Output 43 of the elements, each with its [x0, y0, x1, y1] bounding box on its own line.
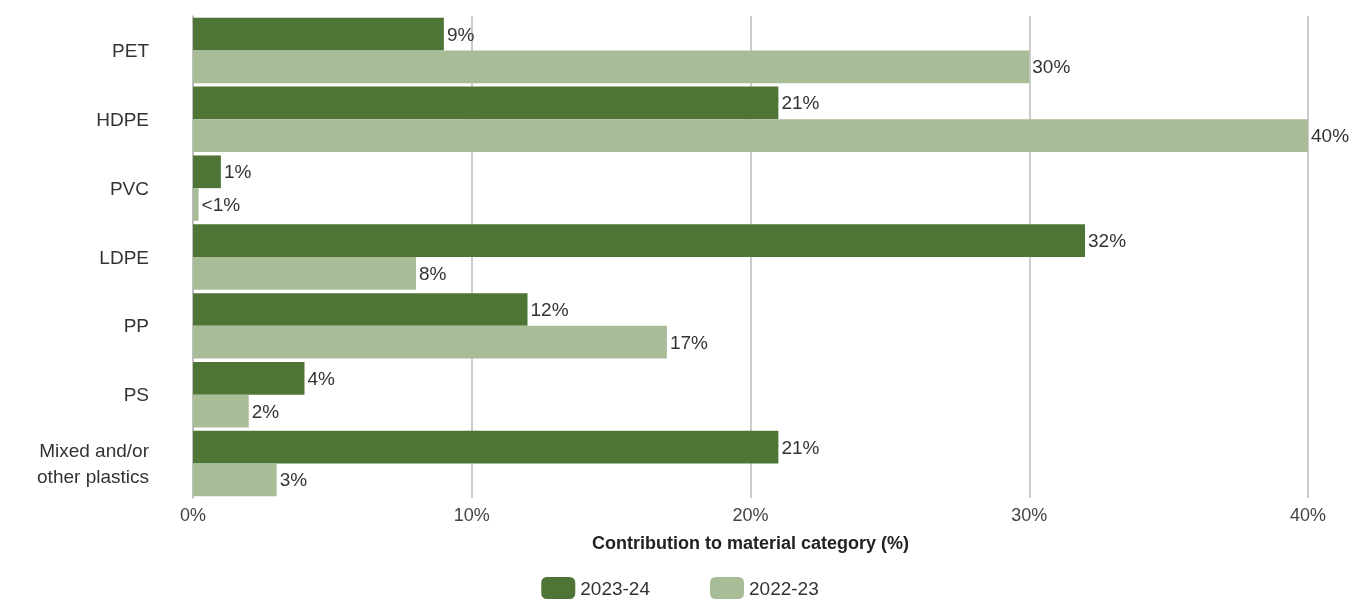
- bar: [193, 293, 528, 326]
- x-tick-label: 20%: [732, 505, 769, 525]
- y-tick-label: HDPE: [96, 108, 149, 130]
- x-tick-label: 0%: [179, 505, 207, 525]
- legend-label: 2023-24: [580, 577, 651, 599]
- x-tick-label: 30%: [1011, 505, 1048, 525]
- y-tick-label: PS: [123, 384, 149, 406]
- data-label: 4%: [307, 367, 336, 389]
- bar: [193, 325, 667, 359]
- data-label: 17%: [669, 331, 709, 353]
- data-label: 30%: [1032, 56, 1071, 78]
- data-label: 1%: [223, 161, 252, 183]
- data-label: 3%: [279, 469, 308, 491]
- data-label: 8%: [419, 262, 447, 284]
- bar: [193, 224, 1085, 257]
- bar: [193, 257, 416, 290]
- y-tick-label: Mixed and/or other plastics: [37, 440, 150, 488]
- bar: [193, 119, 1308, 152]
- data-label: 2%: [251, 400, 280, 422]
- bar: [193, 17, 444, 51]
- x-tick-label: 10%: [453, 505, 490, 525]
- bar: [193, 430, 779, 464]
- legend-label: 2022-23: [749, 577, 819, 599]
- data-label: 12%: [530, 299, 569, 320]
- y-tick-label: LDPE: [99, 246, 149, 268]
- bar: [193, 155, 221, 189]
- data-label: 21%: [781, 436, 820, 458]
- bar: [193, 362, 305, 395]
- data-label: 21%: [781, 92, 820, 114]
- bar: [193, 463, 277, 497]
- data-label: 32%: [1088, 230, 1127, 252]
- x-tick-label: 40%: [1289, 505, 1327, 525]
- data-label: <1%: [201, 194, 241, 215]
- bar: [193, 394, 249, 428]
- data-label: 9%: [446, 23, 475, 45]
- bar: [193, 86, 779, 120]
- bar: [193, 188, 199, 221]
- y-tick-label: PET: [112, 39, 150, 61]
- y-tick-label: PVC: [109, 177, 149, 199]
- data-label: 40%: [1311, 125, 1350, 147]
- y-tick-label: PP: [123, 315, 149, 337]
- bar: [193, 50, 1030, 84]
- x-axis-title: Contribution to material category (%): [591, 533, 910, 553]
